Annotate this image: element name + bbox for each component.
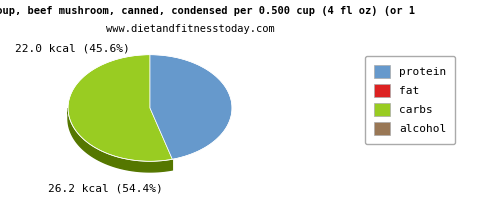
Text: 22.0 kcal (45.6%): 22.0 kcal (45.6%) (15, 44, 130, 54)
Text: www.dietandfitnesstoday.com: www.dietandfitnesstoday.com (106, 24, 274, 34)
Text: s - Soup, beef mushroom, canned, condensed per 0.500 cup (4 fl oz) (or 1: s - Soup, beef mushroom, canned, condens… (0, 6, 415, 16)
Text: 26.2 kcal (54.4%): 26.2 kcal (54.4%) (48, 183, 163, 193)
Polygon shape (68, 55, 172, 161)
Legend: protein, fat, carbs, alcohol: protein, fat, carbs, alcohol (364, 56, 456, 144)
Polygon shape (150, 55, 232, 159)
Polygon shape (68, 108, 172, 172)
